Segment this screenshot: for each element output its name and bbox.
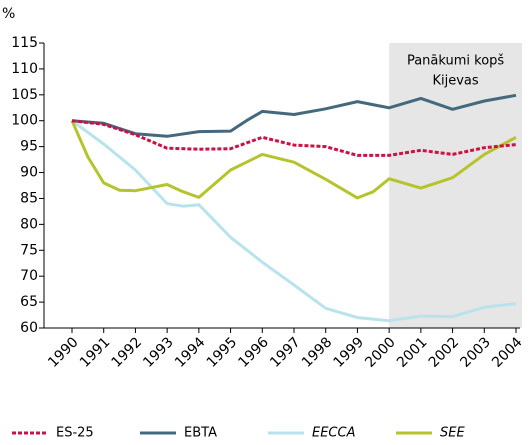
x-tick-label: 1993 xyxy=(140,334,177,371)
y-tick-label: 65 xyxy=(20,294,38,310)
x-tick-label: 2004 xyxy=(489,334,526,371)
y-tick-label: 80 xyxy=(20,216,38,232)
x-tick-label: 1996 xyxy=(235,334,272,371)
y-tick-label: 85 xyxy=(20,190,38,206)
x-tick-label: 2000 xyxy=(362,334,399,371)
y-tick-label: 70 xyxy=(20,268,38,284)
x-tick-label: 1999 xyxy=(331,334,368,371)
line-series xyxy=(71,119,517,157)
y-unit: % xyxy=(2,6,15,22)
x-tick-label: 2003 xyxy=(457,334,494,371)
y-tick-label: 95 xyxy=(20,139,38,155)
y-tick-label: 90 xyxy=(20,165,38,181)
x-tick-label: 1997 xyxy=(267,334,304,371)
legend-label: SEE xyxy=(440,426,465,441)
line-series xyxy=(70,120,517,200)
line-series xyxy=(71,93,517,138)
x-tick-label: 2001 xyxy=(394,334,431,371)
legend-label: EECCA xyxy=(312,426,355,441)
highlight-label: Panākumi kopš xyxy=(407,54,504,69)
x-tick-label: 1995 xyxy=(204,334,241,371)
y-tick-label: 110 xyxy=(11,61,38,77)
legend-label: EBTA xyxy=(184,426,217,441)
x-tick-label: 1990 xyxy=(45,334,82,371)
x-tick-label: 1992 xyxy=(109,334,146,371)
legend-label: ES-25 xyxy=(56,426,94,441)
x-tick-label: 1998 xyxy=(299,334,336,371)
x-tick-label: 2002 xyxy=(426,334,463,371)
y-tick-label: 105 xyxy=(11,87,38,103)
x-tick-label: 1991 xyxy=(77,334,114,371)
y-tick-label: 60 xyxy=(20,320,38,336)
y-tick-label: 100 xyxy=(11,113,38,129)
x-tick-label: 1994 xyxy=(172,334,209,371)
y-tick-label: 75 xyxy=(20,242,38,258)
highlight-label: Kijevas xyxy=(432,74,478,89)
y-tick-label: 115 xyxy=(11,35,38,51)
